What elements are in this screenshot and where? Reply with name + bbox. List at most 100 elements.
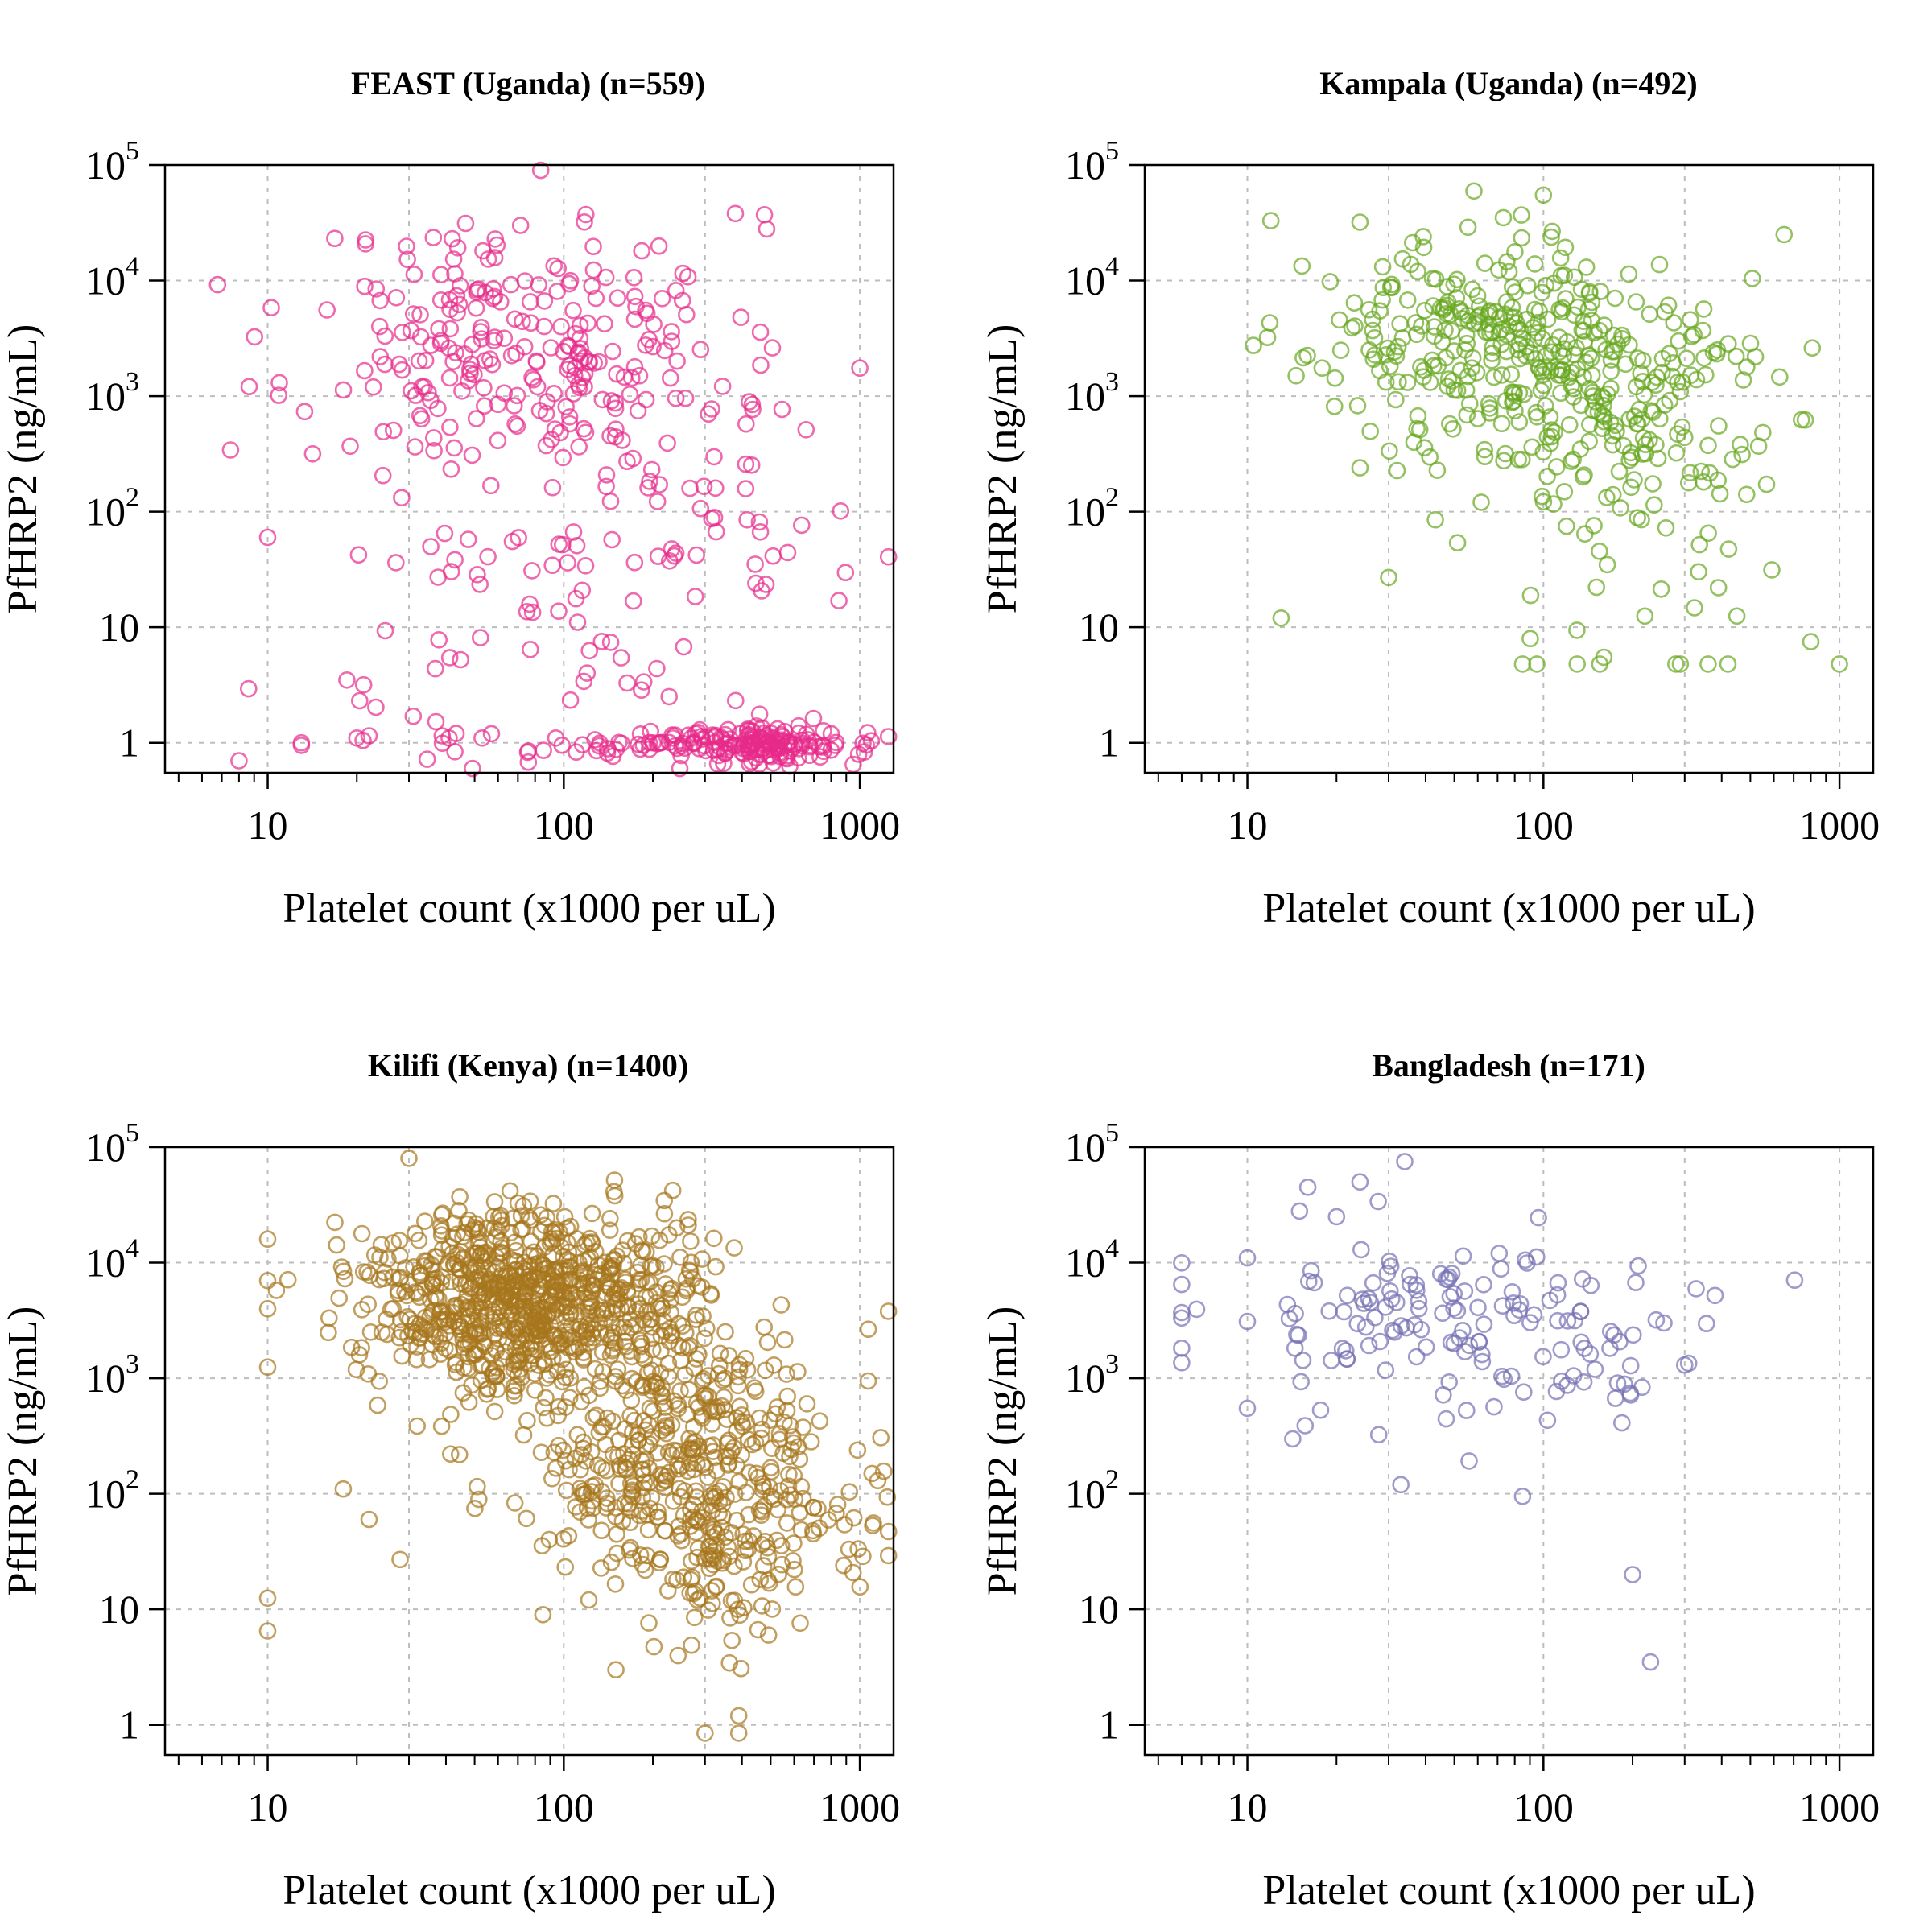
data-point (471, 576, 489, 593)
data-point (1468, 410, 1487, 427)
data-point (561, 415, 579, 433)
data-point (762, 734, 780, 753)
data-point (1371, 1332, 1389, 1351)
data-point (592, 1521, 611, 1539)
data-point (648, 493, 667, 510)
x-tick-label: 100 (1513, 1785, 1574, 1830)
data-point (545, 1263, 564, 1281)
data-point (634, 673, 653, 691)
data-point (1348, 1315, 1366, 1333)
data-point (579, 1329, 597, 1347)
data-point (616, 1494, 634, 1513)
data-point (603, 1259, 621, 1278)
data-point (560, 275, 578, 293)
data-point (668, 352, 686, 370)
data-point (680, 1261, 699, 1279)
data-point (1287, 366, 1305, 385)
data-point (1410, 1292, 1428, 1311)
data-point (705, 1402, 724, 1421)
data-point (415, 1257, 434, 1275)
data-point (794, 1418, 812, 1436)
data-point (1351, 459, 1369, 477)
data-point (573, 736, 592, 754)
data-point (1480, 394, 1498, 413)
data-point (393, 1347, 411, 1365)
data-point (615, 1318, 634, 1336)
data-point (448, 1363, 465, 1381)
data-point (527, 352, 546, 370)
data-point (869, 1472, 887, 1490)
data-point (341, 437, 359, 456)
data-point (1492, 415, 1511, 433)
x-tick-label: 100 (1513, 803, 1574, 848)
data-point (376, 355, 394, 374)
data-point (347, 1360, 365, 1379)
data-point (550, 602, 568, 621)
data-point (1682, 366, 1700, 384)
data-point (673, 1532, 691, 1550)
data-point (528, 378, 547, 396)
data-point (1460, 1452, 1478, 1470)
data-point (731, 1397, 749, 1415)
data-point (605, 1171, 624, 1189)
data-point (1555, 340, 1573, 358)
data-point (695, 477, 713, 496)
data-point (1425, 327, 1443, 345)
x-tick-label: 10 (248, 803, 288, 848)
data-point (760, 1574, 778, 1592)
data-point (704, 1436, 722, 1454)
data-point (473, 318, 490, 336)
data-point (411, 1325, 430, 1343)
data-point (708, 754, 727, 773)
data-point (822, 724, 840, 743)
data-point (879, 547, 898, 566)
data-point (685, 1608, 704, 1627)
data-point (738, 1361, 757, 1379)
data-point (1644, 475, 1662, 493)
y-tick-label: 10 (1079, 1587, 1119, 1632)
data-point (1496, 305, 1514, 324)
data-point (547, 1229, 566, 1248)
data-point (762, 1463, 780, 1480)
data-point (407, 1283, 424, 1301)
data-point (1785, 1271, 1804, 1289)
data-point (553, 1373, 572, 1391)
data-point (592, 1459, 611, 1477)
data-point (1831, 655, 1848, 673)
data-point (1605, 1326, 1623, 1344)
data-point (665, 547, 683, 565)
data-point (601, 1278, 620, 1296)
data-point (415, 1252, 434, 1269)
y-axis: 1 10 102 103 104 105 PfHRP2 (ng/mL) (0, 136, 165, 766)
data-point (1470, 314, 1488, 332)
data-point (1417, 1338, 1435, 1356)
data-point (386, 554, 405, 572)
data-point (679, 267, 697, 286)
data-point (1572, 1333, 1590, 1352)
data-point (733, 1418, 752, 1435)
x-axis-label: Platelet count (x1000 per uL) (1262, 886, 1755, 931)
data-point (623, 1369, 641, 1388)
data-point (1664, 353, 1682, 372)
data-point (485, 1402, 504, 1421)
data-point (1655, 1314, 1673, 1332)
data-point (424, 1270, 442, 1289)
data-point (725, 1557, 743, 1575)
data-point (1635, 386, 1653, 404)
data-point (1549, 1311, 1567, 1330)
data-point (729, 1724, 748, 1742)
data-point (567, 589, 585, 608)
data-point (1381, 442, 1398, 460)
data-point (427, 712, 445, 731)
data-point (753, 1475, 772, 1492)
data-point (859, 724, 877, 741)
data-point (1392, 1317, 1410, 1335)
data-point (1704, 343, 1723, 361)
data-point (485, 1219, 503, 1237)
data-point (495, 1291, 513, 1310)
data-point (579, 314, 597, 332)
data-point (857, 736, 875, 754)
data-point (518, 1509, 535, 1528)
data-point (1552, 266, 1571, 285)
data-point (601, 1261, 619, 1279)
